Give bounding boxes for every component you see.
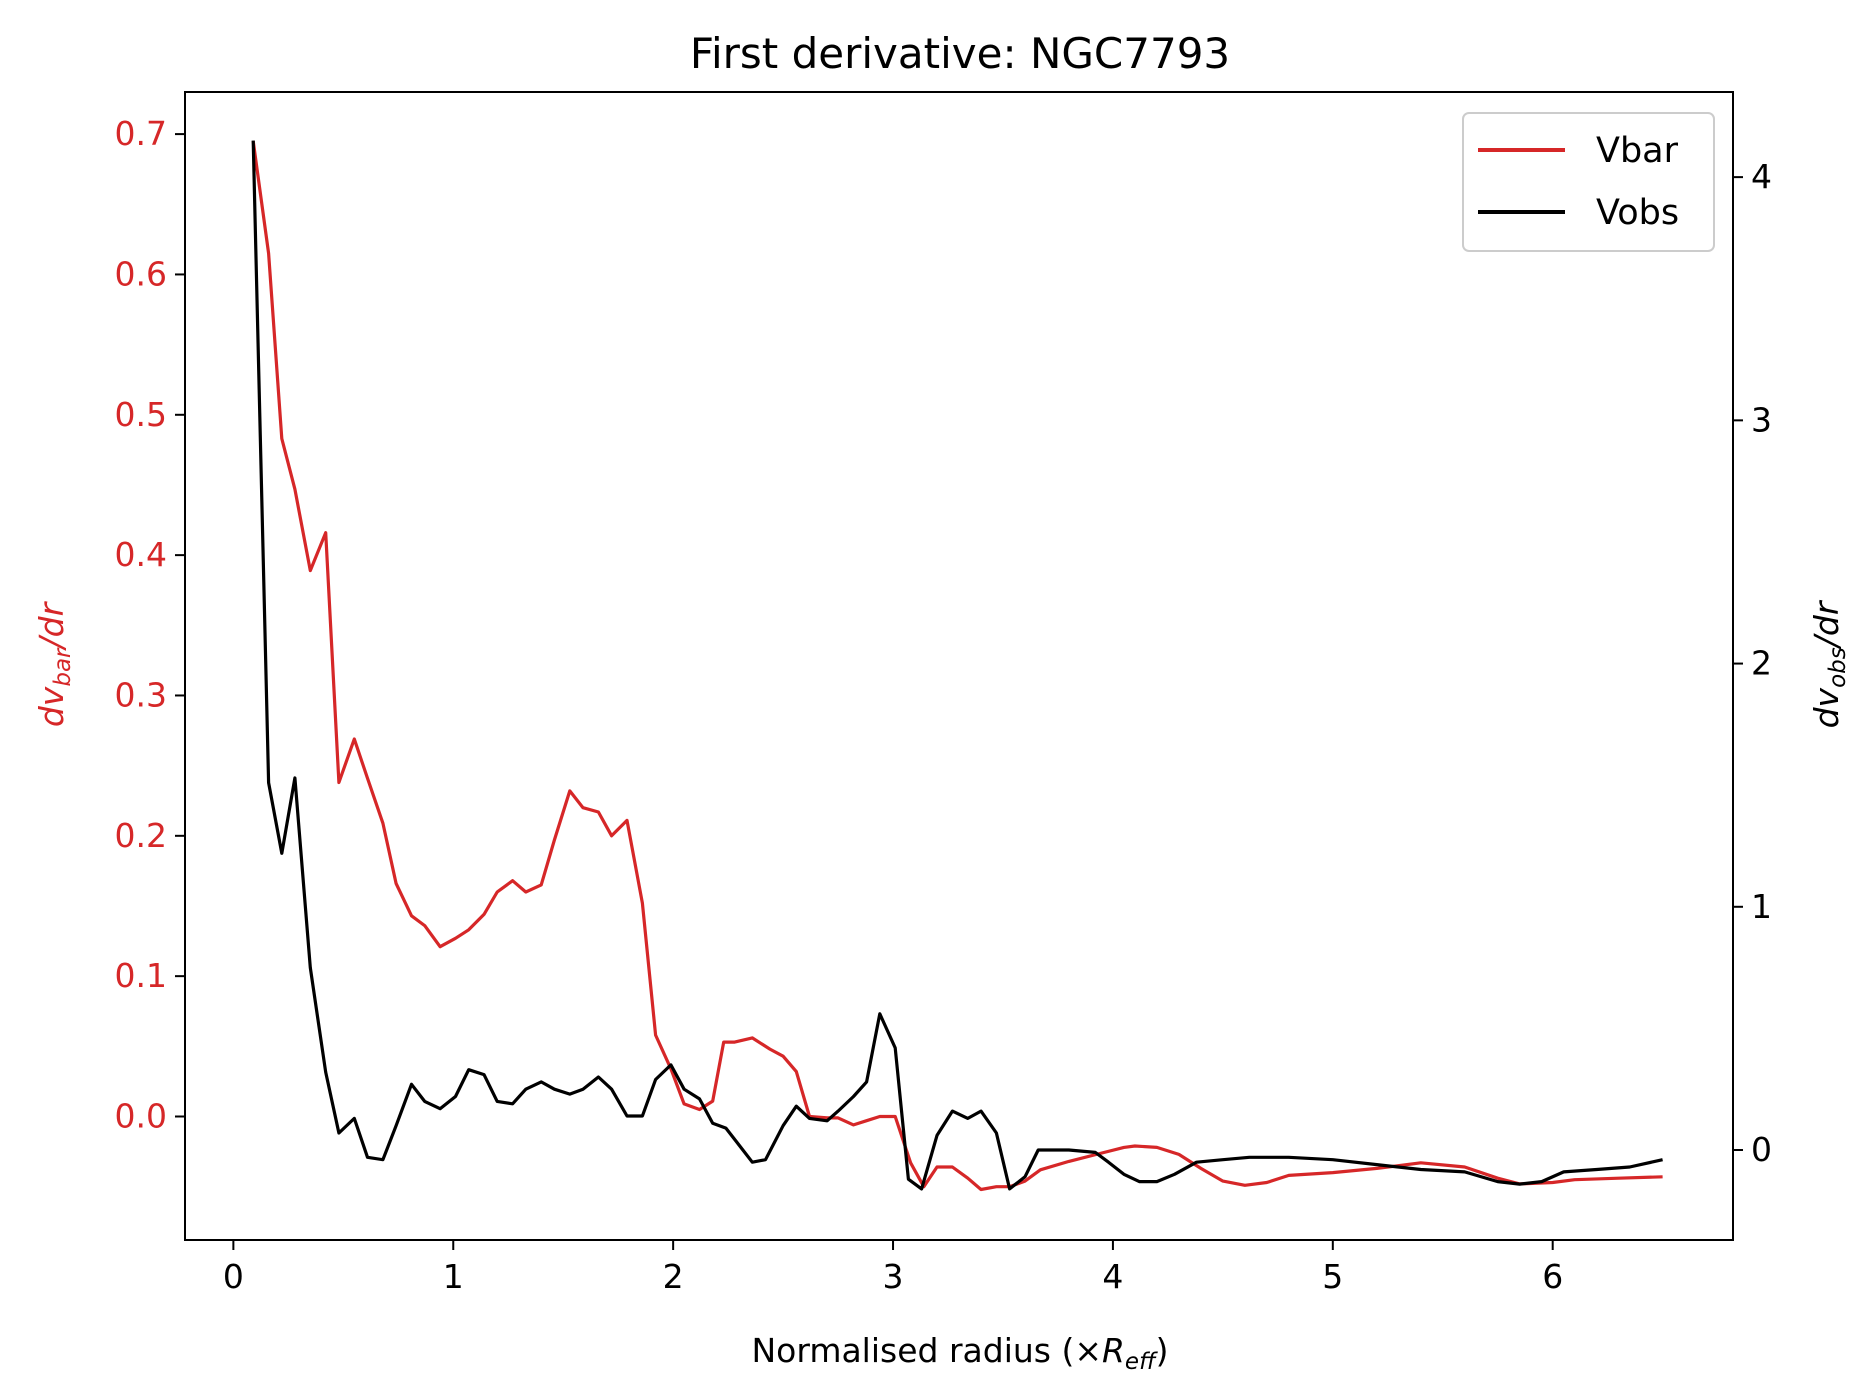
y-right-axis-label: dvobs/dr (1807, 599, 1851, 728)
y-left-tick-label: 0.3 (115, 675, 167, 714)
x-axis-ticks: 0 1 2 3 4 5 6 (223, 1240, 1563, 1296)
x-axis-label: Normalised radius (×Reff) (751, 1331, 1168, 1375)
y-right-axis-ticks: 0 1 2 3 4 (1733, 157, 1772, 1169)
y-right-tick-label: 3 (1751, 400, 1772, 439)
x-axis-label-close: ) (1156, 1331, 1169, 1370)
series-line-vobs (251, 140, 1663, 1191)
x-axis-label-symbol: R (1102, 1331, 1125, 1370)
chart-title: First derivative: NGC7793 (690, 29, 1230, 78)
y-left-axis-label-tail: /dr (32, 600, 71, 651)
series-layer (251, 140, 1663, 1192)
legend: Vbar Vobs (1462, 112, 1715, 252)
x-axis-label-subscript: eff (1125, 1349, 1158, 1375)
y-left-tick-label: 0.2 (115, 816, 167, 855)
y-left-axis-ticks: 0.0 0.1 0.2 0.3 0.4 0.5 0.6 0.7 (115, 114, 185, 1135)
y-right-tick-label: 4 (1751, 157, 1772, 196)
y-left-tick-label: 0.0 (115, 1096, 167, 1135)
y-right-tick-label: 2 (1751, 644, 1772, 683)
y-left-axis-label: dvbar/dr (32, 600, 76, 727)
x-axis-label-main: Normalised radius (× (751, 1331, 1102, 1370)
x-tick-label: 1 (443, 1257, 464, 1296)
y-right-tick-label: 1 (1751, 887, 1772, 926)
plot-frame (184, 91, 1734, 1241)
x-tick-label: 6 (1542, 1257, 1563, 1296)
y-right-axis-label-tail: /dr (1807, 599, 1846, 650)
y-right-tick-label: 0 (1751, 1130, 1772, 1169)
legend-label-vbar: Vbar (1596, 131, 1679, 171)
y-left-tick-label: 0.1 (115, 956, 167, 995)
x-tick-label: 0 (223, 1257, 244, 1296)
y-left-tick-label: 0.4 (115, 535, 167, 574)
y-left-axis-label-subscript: bar (50, 647, 76, 687)
legend-label-vobs: Vobs (1596, 193, 1679, 233)
y-left-axis-label-symbol: dv (32, 686, 71, 727)
legend-box (1462, 112, 1715, 252)
y-right-axis-label-subscript: obs (1825, 647, 1851, 688)
y-left-tick-label: 0.5 (115, 395, 167, 434)
series-line-vbar (251, 140, 1663, 1192)
x-tick-label: 2 (663, 1257, 684, 1296)
x-tick-label: 3 (883, 1257, 904, 1296)
y-left-tick-label: 0.6 (115, 254, 167, 293)
x-tick-label: 4 (1102, 1257, 1123, 1296)
y-right-axis-label-symbol: dv (1807, 687, 1846, 728)
x-tick-label: 5 (1322, 1257, 1343, 1296)
y-left-tick-label: 0.7 (115, 114, 167, 153)
